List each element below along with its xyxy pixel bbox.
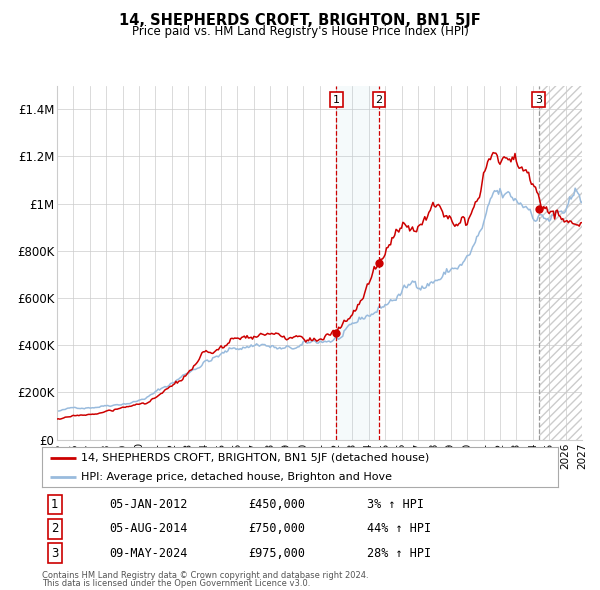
Text: Contains HM Land Registry data © Crown copyright and database right 2024.: Contains HM Land Registry data © Crown c…: [42, 571, 368, 579]
Bar: [337, 86, 379, 440]
Text: 1: 1: [333, 95, 340, 104]
Text: 14, SHEPHERDS CROFT, BRIGHTON, BN1 5JF (detached house): 14, SHEPHERDS CROFT, BRIGHTON, BN1 5JF (…: [80, 453, 429, 463]
Text: 09-MAY-2024: 09-MAY-2024: [109, 546, 187, 560]
Text: 3% ↑ HPI: 3% ↑ HPI: [367, 498, 424, 511]
Text: 44% ↑ HPI: 44% ↑ HPI: [367, 522, 431, 535]
Text: 14, SHEPHERDS CROFT, BRIGHTON, BN1 5JF: 14, SHEPHERDS CROFT, BRIGHTON, BN1 5JF: [119, 13, 481, 28]
Text: 1: 1: [51, 498, 59, 511]
Text: £750,000: £750,000: [248, 522, 305, 535]
Text: HPI: Average price, detached house, Brighton and Hove: HPI: Average price, detached house, Brig…: [80, 472, 392, 481]
Text: 3: 3: [51, 546, 59, 560]
Text: 28% ↑ HPI: 28% ↑ HPI: [367, 546, 431, 560]
Bar: [539, 86, 582, 440]
Text: 05-JAN-2012: 05-JAN-2012: [109, 498, 187, 511]
Text: 2: 2: [51, 522, 59, 535]
Text: This data is licensed under the Open Government Licence v3.0.: This data is licensed under the Open Gov…: [42, 579, 310, 588]
Text: 2: 2: [376, 95, 382, 104]
Text: 05-AUG-2014: 05-AUG-2014: [109, 522, 187, 535]
Text: £975,000: £975,000: [248, 546, 305, 560]
Text: £450,000: £450,000: [248, 498, 305, 511]
Text: 3: 3: [535, 95, 542, 104]
Text: Price paid vs. HM Land Registry's House Price Index (HPI): Price paid vs. HM Land Registry's House …: [131, 25, 469, 38]
